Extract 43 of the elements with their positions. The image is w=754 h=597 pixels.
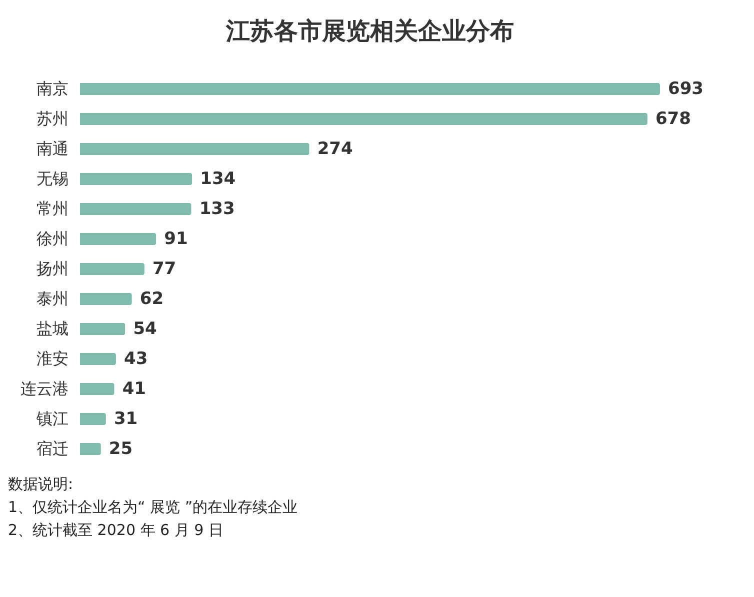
data-label: 25 xyxy=(108,439,133,459)
data-label: 678 xyxy=(655,109,691,129)
y-tick-label: 连云港 xyxy=(20,379,68,398)
y-tick-label: 南京 xyxy=(36,79,68,98)
data-label: 31 xyxy=(114,409,138,429)
bar xyxy=(80,443,101,455)
y-tick-label: 宿迁 xyxy=(36,439,68,458)
y-tick-label: 无锡 xyxy=(36,169,68,188)
data-label: 62 xyxy=(140,289,164,309)
bar xyxy=(80,323,126,335)
bar xyxy=(80,383,114,395)
bar xyxy=(80,83,660,95)
text: 1、仅统计企业名为“ 展览 ”的在业存续企业 xyxy=(8,497,299,518)
bar xyxy=(80,203,192,215)
y-tick-label: 淮安 xyxy=(36,349,68,368)
y-tick-label: 常州 xyxy=(36,199,68,218)
data-label: 693 xyxy=(668,79,704,99)
data-label: 43 xyxy=(124,349,148,369)
bar xyxy=(80,143,310,155)
data-label: 91 xyxy=(164,229,188,249)
y-tick-label: 苏州 xyxy=(36,109,68,128)
y-tick-label: 南通 xyxy=(36,139,68,158)
bar xyxy=(80,173,192,185)
y-tick-label: 镇江 xyxy=(36,409,68,428)
bar xyxy=(80,233,156,245)
y-tick-label: 盐城 xyxy=(36,319,68,338)
bar xyxy=(80,113,648,125)
chart-title: 江苏各市展览相关企业分布 xyxy=(225,17,514,45)
bar xyxy=(80,353,116,365)
data-label: 274 xyxy=(317,139,353,159)
data-label: 41 xyxy=(122,379,146,399)
text: 2、统计截至 2020 年 6 月 9 日 xyxy=(8,520,224,541)
bar xyxy=(80,263,144,275)
bar xyxy=(80,293,132,305)
data-label: 133 xyxy=(199,199,235,219)
data-label: 134 xyxy=(200,169,236,189)
data-label: 77 xyxy=(152,259,176,279)
y-tick-label: 扬州 xyxy=(36,259,68,278)
data-label: 54 xyxy=(133,319,158,339)
y-tick-label: 徐州 xyxy=(36,229,68,248)
text: 数据说明: xyxy=(8,474,74,495)
bar xyxy=(80,413,106,425)
y-tick-label: 泰州 xyxy=(36,289,68,308)
